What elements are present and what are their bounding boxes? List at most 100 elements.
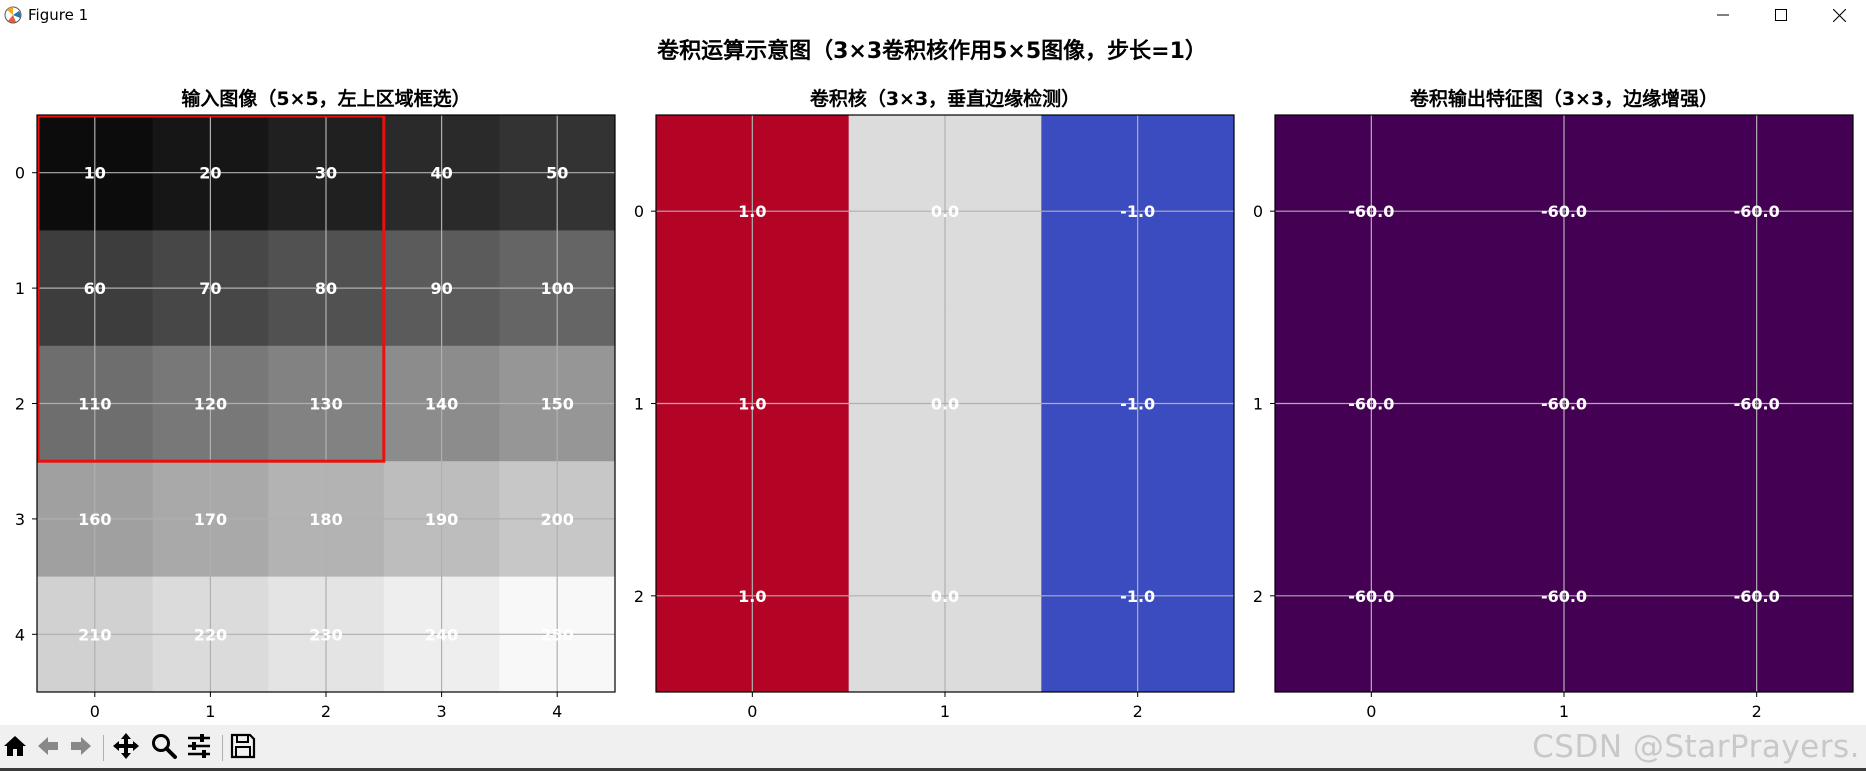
panel1-cell-label: 200 — [540, 510, 573, 529]
matplotlib-icon — [4, 6, 22, 24]
navigation-toolbar: CSDN @StarPrayers. — [0, 725, 1866, 771]
zoom-button[interactable] — [149, 733, 179, 763]
panel1-cell-label: 30 — [315, 164, 337, 183]
panel2-xtick-label: 0 — [747, 702, 757, 721]
watermark-text: CSDN @StarPrayers. — [1532, 729, 1860, 765]
panel2-cell-label: -1.0 — [1120, 202, 1155, 221]
panel3-xtick-label: 0 — [1366, 702, 1376, 721]
panel2-cell-label: -1.0 — [1120, 395, 1155, 414]
figure-svg: 卷积运算示意图（3×3卷积核作用5×5图像，步长=1） 输入图像（5×5，左上区… — [15, 38, 1854, 721]
pan-icon — [112, 732, 140, 764]
panel1-xtick-label: 1 — [205, 702, 215, 721]
panel1-cell-label: 100 — [540, 279, 573, 298]
panel1-cell-label: 20 — [199, 164, 221, 183]
panel1-xtick-label: 0 — [90, 702, 100, 721]
panel1-cell-label: 10 — [84, 164, 106, 183]
panel1-ytick-label: 3 — [15, 510, 25, 529]
panel1-title: 输入图像（5×5，左上区域框选） — [181, 87, 470, 110]
window-titlebar: Figure 1 — [0, 0, 1866, 30]
panel2-xtick-label: 1 — [940, 702, 950, 721]
panel1-cell-label: 190 — [425, 510, 458, 529]
minimize-icon — [1717, 9, 1729, 21]
panel2-ytick-label: 1 — [634, 395, 644, 414]
panel3-cell-label: -60.0 — [1348, 587, 1394, 606]
panel1-cell-label: 250 — [540, 625, 573, 644]
save-icon — [229, 732, 257, 764]
panel3-xtick-label: 2 — [1752, 702, 1762, 721]
pan-button[interactable] — [111, 733, 141, 763]
panel1-cell-label: 40 — [430, 164, 452, 183]
toolbar-separator — [103, 735, 104, 761]
panel1-cell-label: 150 — [540, 395, 573, 414]
save-button[interactable] — [228, 733, 258, 763]
panel1-cell-label: 140 — [425, 395, 458, 414]
minimize-button[interactable] — [1700, 0, 1746, 30]
panel1-cell-label: 240 — [425, 625, 458, 644]
panel1-cell-label: 110 — [78, 395, 111, 414]
panel1-cell-label: 180 — [309, 510, 342, 529]
panel1-cell-label: 50 — [546, 164, 568, 183]
back-icon — [35, 733, 61, 763]
panel1-cell-label: 130 — [309, 395, 342, 414]
panel2-cell-label: 1.0 — [738, 202, 766, 221]
panel3-cell-label: -60.0 — [1541, 395, 1587, 414]
panel2-cell-label: 1.0 — [738, 587, 766, 606]
panel3-cell-label: -60.0 — [1734, 587, 1780, 606]
configure-subplots-button[interactable] — [184, 733, 214, 763]
home-button[interactable] — [0, 733, 30, 763]
back-button[interactable] — [33, 733, 63, 763]
panel1-cell-label: 220 — [194, 625, 227, 644]
panel2-cell-label: 0.0 — [931, 587, 959, 606]
panel3-ytick-label: 1 — [1253, 395, 1263, 414]
configure-subplots-icon — [185, 732, 213, 764]
panel2-cell-label: -1.0 — [1120, 587, 1155, 606]
panel1-cell-label: 90 — [430, 279, 452, 298]
panel1-cell-label: 230 — [309, 625, 342, 644]
panel1-cell-label: 60 — [84, 279, 106, 298]
panel1-cell-label: 80 — [315, 279, 337, 298]
panel2-ytick-label: 0 — [634, 202, 644, 221]
forward-icon — [68, 733, 94, 763]
panel3-cell-label: -60.0 — [1734, 395, 1780, 414]
panel1-cell-label: 170 — [194, 510, 227, 529]
panel3-cell-label: -60.0 — [1734, 202, 1780, 221]
panel3-cell-label: -60.0 — [1541, 587, 1587, 606]
figure-canvas: 卷积运算示意图（3×3卷积核作用5×5图像，步长=1） 输入图像（5×5，左上区… — [0, 30, 1866, 725]
panel3-cell-label: -60.0 — [1348, 202, 1394, 221]
panel1-ytick-label: 2 — [15, 395, 25, 414]
panel1-xtick-label: 2 — [321, 702, 331, 721]
close-button[interactable] — [1816, 0, 1862, 30]
panel1-ytick-label: 4 — [15, 625, 25, 644]
forward-button[interactable] — [66, 733, 96, 763]
panel3-ytick-label: 2 — [1253, 587, 1263, 606]
maximize-icon — [1775, 9, 1787, 21]
panel1-cell-label: 210 — [78, 625, 111, 644]
figure-suptitle: 卷积运算示意图（3×3卷积核作用5×5图像，步长=1） — [656, 38, 1207, 64]
home-icon — [2, 733, 28, 763]
panel1-cell-label: 160 — [78, 510, 111, 529]
panel1-highlight-box — [36, 114, 386, 463]
panel3-xtick-label: 1 — [1559, 702, 1569, 721]
panel1-ytick-label: 0 — [15, 164, 25, 183]
panel1-ytick-label: 1 — [15, 279, 25, 298]
panel3-cell-label: -60.0 — [1348, 395, 1394, 414]
panel2-title: 卷积核（3×3，垂直边缘检测） — [809, 87, 1080, 110]
panel2-cell-label: 0.0 — [931, 395, 959, 414]
panel1-xtick-label: 3 — [437, 702, 447, 721]
panel2-cell-label: 0.0 — [931, 202, 959, 221]
toolbar-separator — [222, 735, 223, 761]
panel3-cell-label: -60.0 — [1541, 202, 1587, 221]
zoom-icon — [150, 732, 178, 764]
panel1-cell-label: 120 — [194, 395, 227, 414]
panel2-xtick-label: 2 — [1133, 702, 1143, 721]
panel1-cell-label: 70 — [199, 279, 221, 298]
panel1-xtick-label: 4 — [552, 702, 562, 721]
panel3-title: 卷积输出特征图（3×3，边缘增强） — [1409, 87, 1718, 110]
window-bottom-border — [0, 768, 1866, 771]
panel2-ytick-label: 2 — [634, 587, 644, 606]
panel2-cell-label: 1.0 — [738, 395, 766, 414]
window-title: Figure 1 — [28, 6, 89, 24]
panel3-ytick-label: 0 — [1253, 202, 1263, 221]
close-icon — [1832, 8, 1846, 22]
maximize-button[interactable] — [1758, 0, 1804, 30]
